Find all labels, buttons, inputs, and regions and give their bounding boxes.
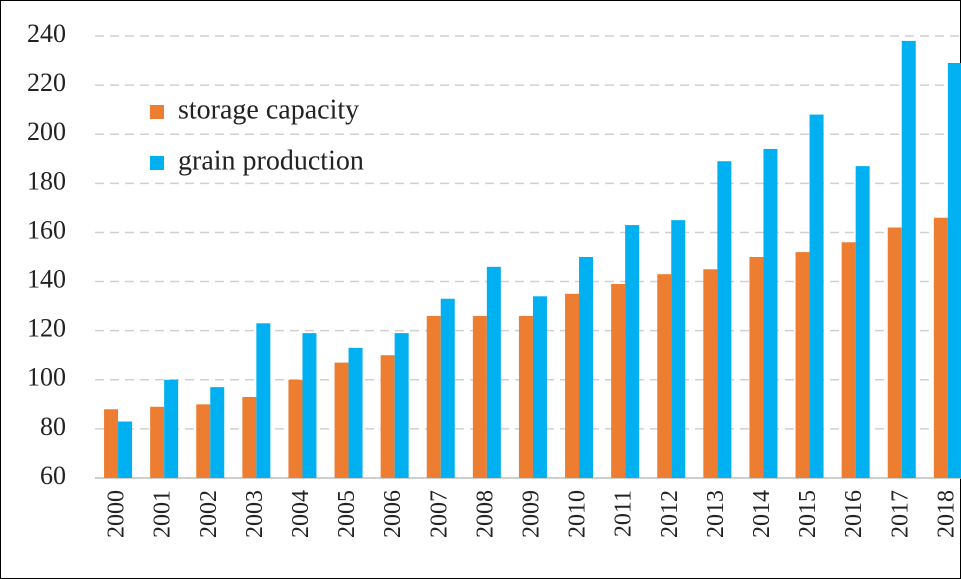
- bar: [671, 220, 686, 478]
- x-tick-label: 2015: [795, 490, 821, 538]
- y-tick-label: 100: [27, 363, 66, 392]
- bar: [426, 315, 441, 478]
- bar: [855, 166, 870, 478]
- bar: [763, 148, 778, 478]
- bar: [164, 379, 179, 478]
- y-tick-label: 200: [27, 117, 66, 146]
- bar: [749, 257, 764, 478]
- x-tick-label: 2011: [611, 490, 637, 537]
- bar: [518, 315, 533, 478]
- x-tick-label: 2010: [565, 490, 591, 538]
- legend-label: grain production: [178, 145, 364, 176]
- y-tick-label: 140: [27, 265, 66, 294]
- x-tick-label: 2007: [426, 490, 452, 538]
- bar: [887, 227, 902, 478]
- bar: [933, 217, 948, 478]
- y-tick-label: 180: [27, 166, 66, 195]
- bar: [947, 63, 961, 479]
- bar: [256, 323, 271, 478]
- bar: [657, 274, 672, 478]
- bar: [196, 404, 211, 478]
- x-tick-label: 2001: [150, 490, 176, 538]
- x-tick-label: 2000: [104, 490, 130, 538]
- bar: [242, 396, 257, 478]
- bar: [579, 257, 594, 478]
- x-tick-label: 2013: [703, 490, 729, 538]
- bar: [440, 298, 455, 478]
- x-tick-label: 2003: [242, 490, 268, 538]
- x-tick-label: 2017: [887, 490, 913, 538]
- bar: [150, 406, 165, 478]
- legend-swatch: [150, 156, 164, 170]
- y-tick-label: 80: [40, 412, 66, 441]
- x-tick-label: 2005: [334, 490, 360, 538]
- y-tick-label: 160: [27, 215, 66, 244]
- bar: [380, 355, 395, 478]
- bar: [472, 315, 487, 478]
- bar: [104, 409, 119, 478]
- legend-label: storage capacity: [178, 94, 359, 125]
- x-tick-label: 2016: [841, 490, 867, 538]
- bar: [302, 333, 317, 478]
- x-tick-label: 2006: [380, 490, 406, 538]
- bar: [394, 333, 409, 478]
- bar: [532, 296, 547, 478]
- bar: [841, 242, 856, 478]
- bar: [334, 362, 349, 478]
- x-tick-label: 2008: [472, 490, 498, 538]
- y-tick-label: 240: [27, 19, 66, 48]
- y-tick-label: 60: [40, 461, 66, 490]
- bar: [348, 347, 363, 478]
- bar: [625, 225, 640, 478]
- x-tick-label: 2018: [933, 490, 959, 538]
- bar: [901, 40, 916, 479]
- bar: [288, 379, 303, 478]
- bar: [703, 269, 718, 478]
- bar: [486, 266, 501, 478]
- legend-swatch: [150, 105, 164, 119]
- bar: [210, 387, 225, 478]
- bar: [717, 161, 732, 478]
- x-tick-label: 2009: [518, 490, 544, 538]
- bar: [795, 252, 810, 478]
- x-tick-label: 2002: [196, 490, 222, 538]
- bar: [611, 284, 626, 478]
- x-tick-label: 2004: [288, 490, 314, 538]
- x-tick-label: 2012: [657, 490, 683, 538]
- x-tick-label: 2014: [749, 490, 775, 538]
- bar: [565, 293, 580, 478]
- bar: [118, 421, 133, 478]
- y-tick-label: 120: [27, 314, 66, 343]
- bar: [809, 114, 824, 479]
- y-tick-label: 220: [27, 68, 66, 97]
